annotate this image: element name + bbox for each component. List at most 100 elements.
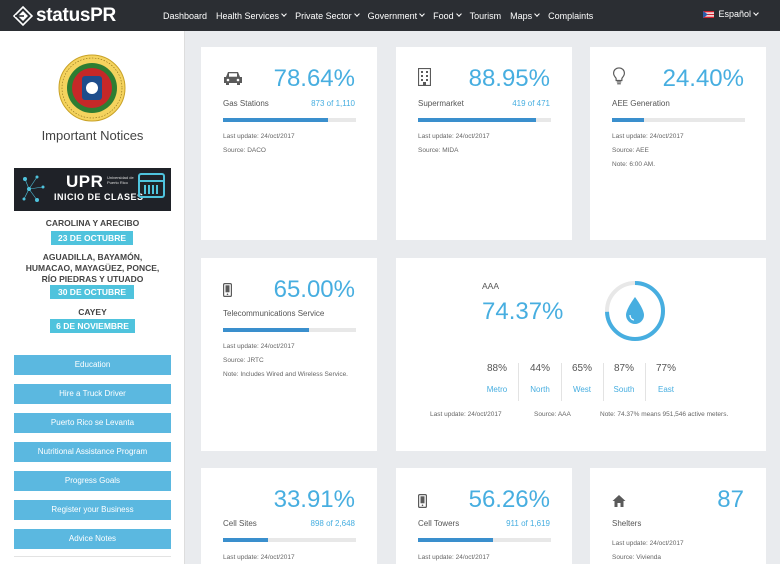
telecommunications-card[interactable]: 65.00% Telecommunications Service Last u… xyxy=(201,258,377,451)
region-name: North xyxy=(530,385,550,394)
announcement-date: 23 DE OCTUBRE xyxy=(51,231,133,245)
nav-government[interactable]: Government xyxy=(368,11,425,21)
source-text: Source: JRTC xyxy=(223,357,264,364)
aaa-regions: 88% Metro 44% North 65% West 87% South 77% Ea… xyxy=(476,363,686,401)
chevron-down-icon xyxy=(281,11,287,17)
cell-towers-card[interactable]: 56.26% Cell Towers 911 of 1,619 Last upd… xyxy=(396,468,572,564)
aee-generation-card[interactable]: 24.40% AEE Generation Last update: 24/oc… xyxy=(590,47,766,240)
announcement-places-line: AGUADILLA, BAYAMÓN, xyxy=(42,252,143,262)
last-update-text: Last update: 24/oct/2017 xyxy=(418,133,490,140)
nav-dashboard[interactable]: Dashboard xyxy=(163,11,207,21)
shelters-card[interactable]: 87 Shelters Last update: 24/oct/2017 Sou… xyxy=(590,468,766,564)
announcement-date: 6 DE NOVIEMBRE xyxy=(50,319,135,333)
progress-fill xyxy=(223,538,269,542)
telecommunications-label: Telecommunications Service xyxy=(223,309,325,318)
nav-food-label: Food xyxy=(433,10,454,21)
region-value: 44% xyxy=(529,363,550,374)
advice-notes-button[interactable]: Advice Notes xyxy=(14,529,171,549)
progress-goals-button[interactable]: Progress Goals xyxy=(14,471,171,491)
region-south: 87% South xyxy=(603,363,645,394)
car-icon xyxy=(224,72,242,85)
banner-upr-text: UPR xyxy=(66,172,104,191)
aee-generation-progress-bar xyxy=(612,118,745,122)
cell-sites-progress-bar xyxy=(223,538,356,542)
gas-stations-card[interactable]: 78.64% Gas Stations 873 of 1,110 Last up… xyxy=(201,47,377,240)
shelters-count: 87 xyxy=(717,486,744,513)
lightbulb-icon xyxy=(613,67,625,85)
cell-sites-count: 898 of 2,648 xyxy=(310,519,355,528)
aaa-percent: 74.37% xyxy=(482,298,564,325)
sidebar-divider xyxy=(14,556,171,557)
chevron-down-icon xyxy=(534,11,541,17)
last-update-text: Last update: 24/oct/2017 xyxy=(612,540,684,547)
building-icon xyxy=(418,68,431,86)
region-value: 87% xyxy=(613,363,634,374)
card-meta: Last update: 24/oct/2017 Source: DACO xyxy=(223,130,295,158)
region-divider xyxy=(518,363,519,401)
last-update-text: Last update: 24/oct/2017 xyxy=(430,411,502,418)
aaa-progress-ring xyxy=(605,281,665,341)
region-divider xyxy=(561,363,562,401)
nav-maps-label: Maps xyxy=(510,10,533,21)
aaa-water-card[interactable]: AAA 74.37% 88% Metro 44% North 65% West 87%… xyxy=(396,258,766,451)
supermarket-count: 419 of 471 xyxy=(512,99,550,108)
nav-health-services[interactable]: Health Services xyxy=(216,10,287,21)
supermarket-card[interactable]: 88.95% Supermarket 419 of 471 Last updat… xyxy=(396,47,572,240)
nav-tourism-label: Tourism xyxy=(469,10,502,21)
banner-university-text: Universidad de Puerto Rico xyxy=(107,175,134,185)
cell-sites-card[interactable]: 33.91% Cell Sites 898 of 2,648 Last upda… xyxy=(201,468,377,564)
announcement-places-line: RÍO PIEDRAS Y UTUADO xyxy=(41,274,144,284)
supermarket-percent: 88.95% xyxy=(468,65,550,92)
nutritional-assistance-button[interactable]: Nutritional Assistance Program xyxy=(14,442,171,462)
aaa-title: AAA xyxy=(482,281,500,291)
card-meta: Last update: 24/oct/2017 Source: MIDA xyxy=(418,130,490,158)
chevron-down-icon xyxy=(753,9,759,16)
progress-fill xyxy=(223,328,310,332)
nav-health-services-label: Health Services xyxy=(216,10,280,21)
main-nav: Dashboard Health Services Private Sector… xyxy=(163,11,602,21)
nav-complaints[interactable]: Complaints xyxy=(548,11,593,21)
language-selector[interactable]: Español xyxy=(703,9,759,19)
progress-fill xyxy=(223,118,328,122)
last-update-text: Last update: 24/oct/2017 xyxy=(418,554,490,561)
telecommunications-progress-bar xyxy=(223,328,356,332)
region-name: Metro xyxy=(486,385,508,394)
card-meta: Last update: 24/oct/2017 Source: Viviend… xyxy=(612,537,684,564)
nav-maps[interactable]: Maps xyxy=(510,10,541,21)
region-east: 77% East xyxy=(645,363,687,394)
progress-fill xyxy=(418,538,493,542)
source-text: Source: AEE xyxy=(612,147,649,154)
gas-stations-progress-bar xyxy=(223,118,356,122)
puerto-rico-flag-icon xyxy=(703,10,715,18)
puerto-rico-se-levanta-button[interactable]: Puerto Rico se Levanta xyxy=(14,413,171,433)
nav-food[interactable]: Food xyxy=(433,10,462,21)
sidebar: Important Notices UPR Universidad de Pue… xyxy=(0,31,185,564)
calendar-icon xyxy=(138,173,165,198)
region-west: 65% West xyxy=(561,363,603,394)
card-meta: Last update: 24/oct/2017 Source: AEE Not… xyxy=(612,130,684,172)
nav-tourism[interactable]: Tourism xyxy=(470,11,502,21)
mobile-icon xyxy=(223,283,232,297)
chevron-down-icon xyxy=(419,11,425,17)
nav-dashboard-label: Dashboard xyxy=(163,10,208,21)
brand-logo-link[interactable]: statusPR xyxy=(13,5,163,27)
statuspr-logo-icon xyxy=(13,5,33,26)
last-update-text: Last update: 24/oct/2017 xyxy=(223,343,295,350)
hire-truck-driver-button[interactable]: Hire a Truck Driver xyxy=(14,384,171,404)
mobile-icon xyxy=(418,494,427,508)
sidebar-title: Important Notices xyxy=(41,128,144,143)
brand-name: statusPR xyxy=(36,5,116,27)
gas-stations-percent: 78.64% xyxy=(273,65,355,92)
education-button[interactable]: Education xyxy=(14,355,171,375)
upr-banner[interactable]: UPR Universidad de Puerto Rico INICIO DE… xyxy=(14,168,171,211)
gas-stations-count: 873 of 1,110 xyxy=(311,99,355,108)
source-text: Source: MIDA xyxy=(418,147,459,154)
nav-private-sector[interactable]: Private Sector xyxy=(295,11,360,21)
progress-fill xyxy=(418,118,537,122)
language-label: Español xyxy=(718,9,751,19)
card-meta: Last update: 24/oct/2017 Source: JRTC No… xyxy=(223,340,348,382)
region-name: South xyxy=(613,385,635,394)
register-business-button[interactable]: Register your Business xyxy=(14,500,171,520)
cell-towers-progress-bar xyxy=(418,538,551,542)
region-metro: 88% Metro xyxy=(476,363,518,394)
